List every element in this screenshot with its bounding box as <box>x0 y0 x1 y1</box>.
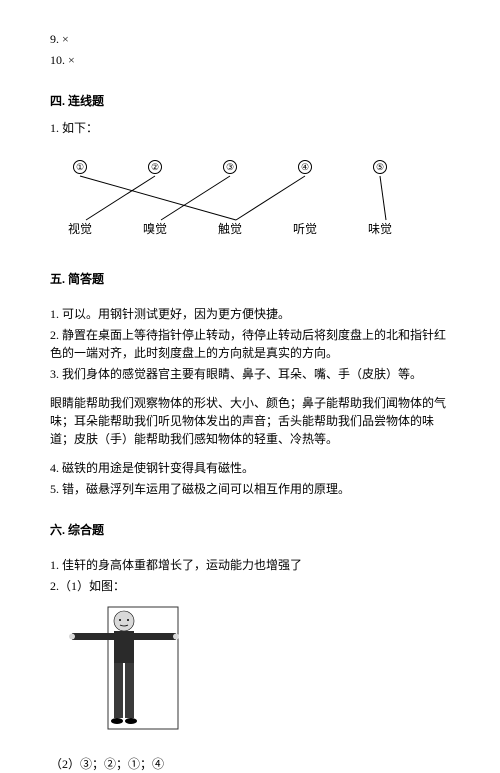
tf-item-9: 9. × <box>50 30 450 48</box>
match-circle: ③ <box>223 160 237 174</box>
matching-diagram: ① ② ③ ④ ⑤ 视觉 嗅觉 触觉 听觉 味觉 <box>60 154 420 244</box>
section5-a5: 5. 错，磁悬浮列车运用了磁极之间可以相互作用的原理。 <box>50 480 450 498</box>
match-circle: ② <box>148 160 162 174</box>
section4-q1-intro: 1. 如下： <box>50 119 450 137</box>
body-figure <box>64 603 450 733</box>
match-label: 听觉 <box>293 220 317 237</box>
section5-a4: 4. 磁铁的用途是使钢针变得具有磁性。 <box>50 459 450 477</box>
match-label: 味觉 <box>368 220 392 237</box>
section5-a3: 3. 我们身体的感觉器官主要有眼睛、鼻子、耳朵、嘴、手（皮肤）等。 <box>50 365 450 383</box>
match-label: 触觉 <box>218 220 242 237</box>
tf-item-10: 10. × <box>50 51 450 69</box>
body-svg <box>64 603 184 733</box>
section6-a2-intro: 2.（1）如图： <box>50 577 450 595</box>
section5-a3b: 眼睛能帮助我们观察物体的形状、大小、颜色；鼻子能帮助我们闻物体的气味；耳朵能帮助… <box>50 394 450 448</box>
section4-title: 四. 连线题 <box>50 92 450 109</box>
match-label: 视觉 <box>68 220 92 237</box>
match-circle: ④ <box>298 160 312 174</box>
section6-title: 六. 综合题 <box>50 521 450 538</box>
match-circle: ⑤ <box>373 160 387 174</box>
section5-title: 五. 简答题 <box>50 270 450 287</box>
section5-a2: 2. 静置在桌面上等待指针停止转动，待停止转动后将刻度盘上的北和指针红色的一端对… <box>50 326 450 362</box>
section5-a1: 1. 可以。用钢针测试更好，因为更方便快捷。 <box>50 305 450 323</box>
section6-a2-2: （2）③；②；①；④ <box>50 755 450 773</box>
section6-a1: 1. 佳轩的身高体重都增长了，运动能力也增强了 <box>50 556 450 574</box>
match-label: 嗅觉 <box>143 220 167 237</box>
match-circle: ① <box>73 160 87 174</box>
